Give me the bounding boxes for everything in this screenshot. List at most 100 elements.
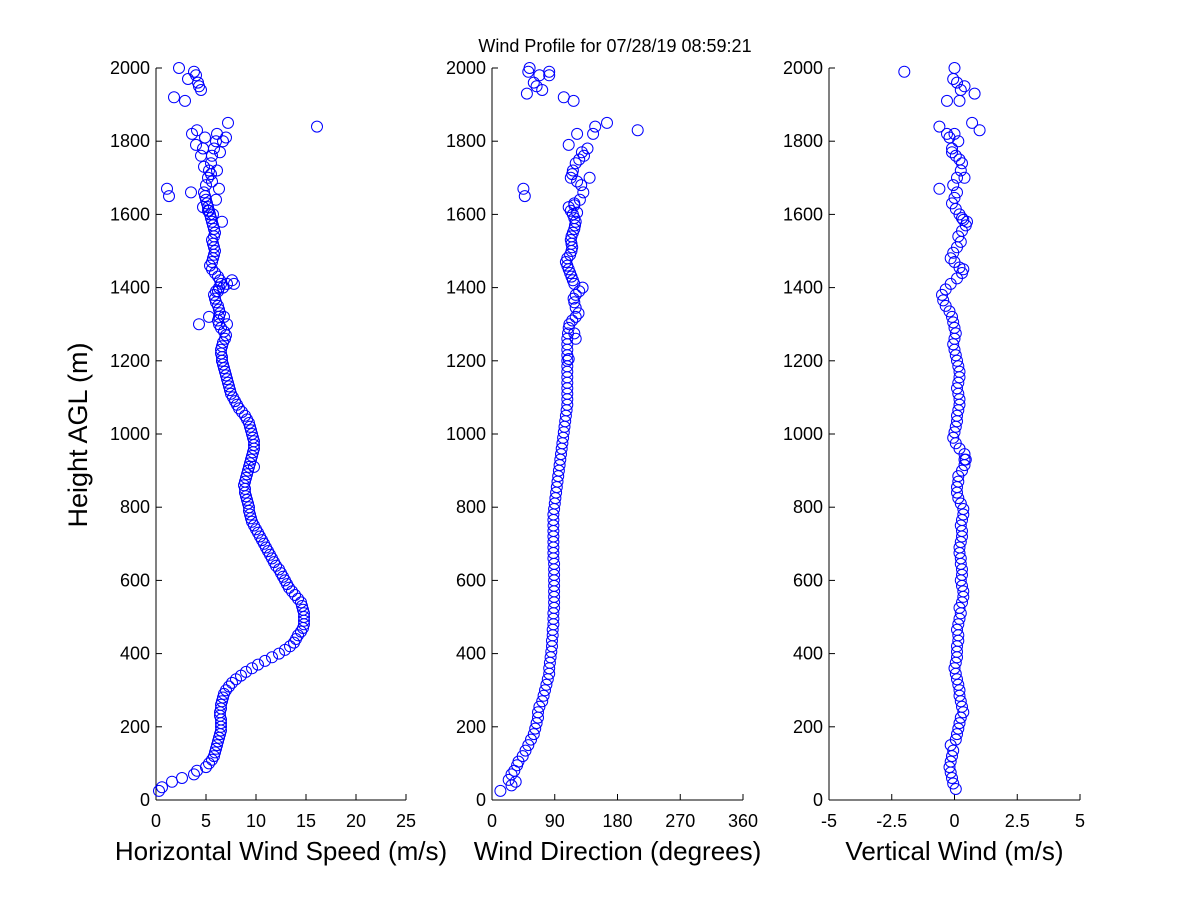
vertical-x-tick-label: 2.5 (1005, 811, 1030, 831)
vertical-data-point (952, 722, 965, 735)
speed-data-point (217, 691, 229, 704)
speed-data-point (203, 310, 215, 323)
speed-data-point (209, 226, 221, 239)
speed-data-point (246, 662, 258, 675)
direction-x-tick-label: 270 (665, 811, 695, 831)
speed-data-point (211, 739, 223, 752)
speed-data-point (176, 772, 188, 784)
vertical-data-point (951, 186, 963, 199)
direction-data-point (530, 80, 543, 93)
vertical-data-point (956, 212, 968, 225)
vertical-data-point (957, 263, 970, 276)
speed-data-point (238, 479, 250, 492)
vertical-data-point (949, 349, 962, 362)
speed-data-point (168, 91, 180, 104)
speed-data-point (208, 142, 220, 155)
vertical-data-point (947, 431, 960, 444)
speed-data-point (190, 138, 202, 151)
speed-data-point (200, 761, 212, 774)
vertical-data-point (949, 149, 962, 162)
vertical-x-tick-label: 0 (949, 811, 959, 831)
direction-data-point (539, 684, 551, 697)
speed-data-point (208, 750, 220, 763)
vertical-y-tick-label: 200 (793, 717, 823, 737)
speed-data-point (292, 592, 304, 605)
direction-data-point (566, 168, 579, 181)
speed-data-point (203, 757, 215, 770)
speed-data-point (163, 190, 175, 203)
speed-data-point (188, 768, 200, 781)
direction-data-point (589, 120, 602, 133)
direction-data-point (562, 353, 575, 365)
speed-y-tick-label: 2000 (110, 58, 150, 78)
direction-data-point (502, 773, 515, 786)
direction-y-tick-label: 1200 (446, 351, 486, 371)
vertical-y-tick-label: 1400 (783, 278, 823, 298)
vertical-data-point (944, 252, 957, 265)
direction-y-tick-label: 1000 (446, 424, 486, 444)
speed-data-point (179, 94, 191, 107)
speed-data-point (216, 354, 228, 367)
speed-data-point (212, 270, 224, 283)
direction-data-point (518, 190, 531, 203)
speed-data-point (193, 80, 205, 93)
speed-data-point (161, 182, 173, 195)
speed-data-point (214, 146, 226, 159)
speed-data-point (198, 186, 210, 199)
direction-data-point (569, 301, 582, 314)
speed-data-point (200, 193, 212, 206)
direction-data-point (587, 127, 600, 140)
direction-data-point (516, 750, 529, 763)
panel-horizontal-wind-speed: 0 200 400 600 800 1000 1200 1400 1600 1800 2000 0 5 1… (110, 58, 447, 866)
speed-data-point (217, 358, 229, 371)
vertical-data-point (953, 684, 966, 697)
speed-data-point (193, 318, 205, 331)
speed-data-point (182, 73, 194, 85)
vertical-data-point (947, 316, 960, 329)
direction-data-point (517, 182, 530, 195)
vertical-data-point (941, 127, 953, 140)
vertical-data-point (949, 327, 962, 340)
direction-data-point (527, 76, 540, 89)
vertical-data-point (951, 673, 963, 686)
vertical-data-point (939, 299, 952, 312)
direction-data-point (576, 281, 589, 294)
figure-title: Wind Profile for 07/28/19 08:59:21 (478, 36, 751, 56)
direction-x-tick-label: 0 (487, 811, 497, 831)
speed-x-tick-label: 25 (396, 811, 416, 831)
speed-data-point (242, 464, 254, 477)
direction-data-point (566, 314, 579, 327)
direction-y-tick-label: 400 (456, 644, 486, 664)
vertical-data-point (953, 365, 966, 378)
direction-x-axis-title: Wind Direction (degrees) (474, 836, 762, 866)
speed-data-point (236, 406, 248, 418)
speed-data-point (241, 468, 253, 481)
direction-y-tick-label: 200 (456, 717, 486, 737)
vertical-data-point (956, 700, 968, 713)
vertical-data-point (951, 382, 963, 395)
vertical-data-point (898, 65, 911, 78)
vertical-data-point (948, 321, 961, 334)
direction-data-point (563, 318, 576, 331)
speed-data-point (212, 735, 224, 748)
direction-data-point (572, 307, 585, 320)
direction-data-point (540, 678, 553, 691)
vertical-y-tick-label: 400 (793, 644, 823, 664)
speed-data-point (220, 369, 232, 382)
speed-data-point (228, 277, 240, 290)
vertical-y-tick-label: 1200 (783, 351, 823, 371)
speed-data-point (252, 658, 264, 671)
direction-data-point (568, 327, 581, 340)
direction-data-point (505, 768, 518, 781)
direction-data-point (532, 706, 544, 719)
speed-data-point (153, 784, 165, 797)
speed-data-point (192, 76, 204, 89)
speed-y-tick-label: 1200 (110, 351, 150, 371)
vertical-data-point (946, 142, 958, 155)
vertical-data-point (949, 733, 962, 746)
speed-data-point (248, 460, 260, 473)
vertical-y-tick-label: 600 (793, 570, 823, 590)
speed-data-point (245, 512, 257, 525)
vertical-data-point (949, 783, 962, 795)
vertical-y-tick-label: 0 (813, 790, 823, 810)
